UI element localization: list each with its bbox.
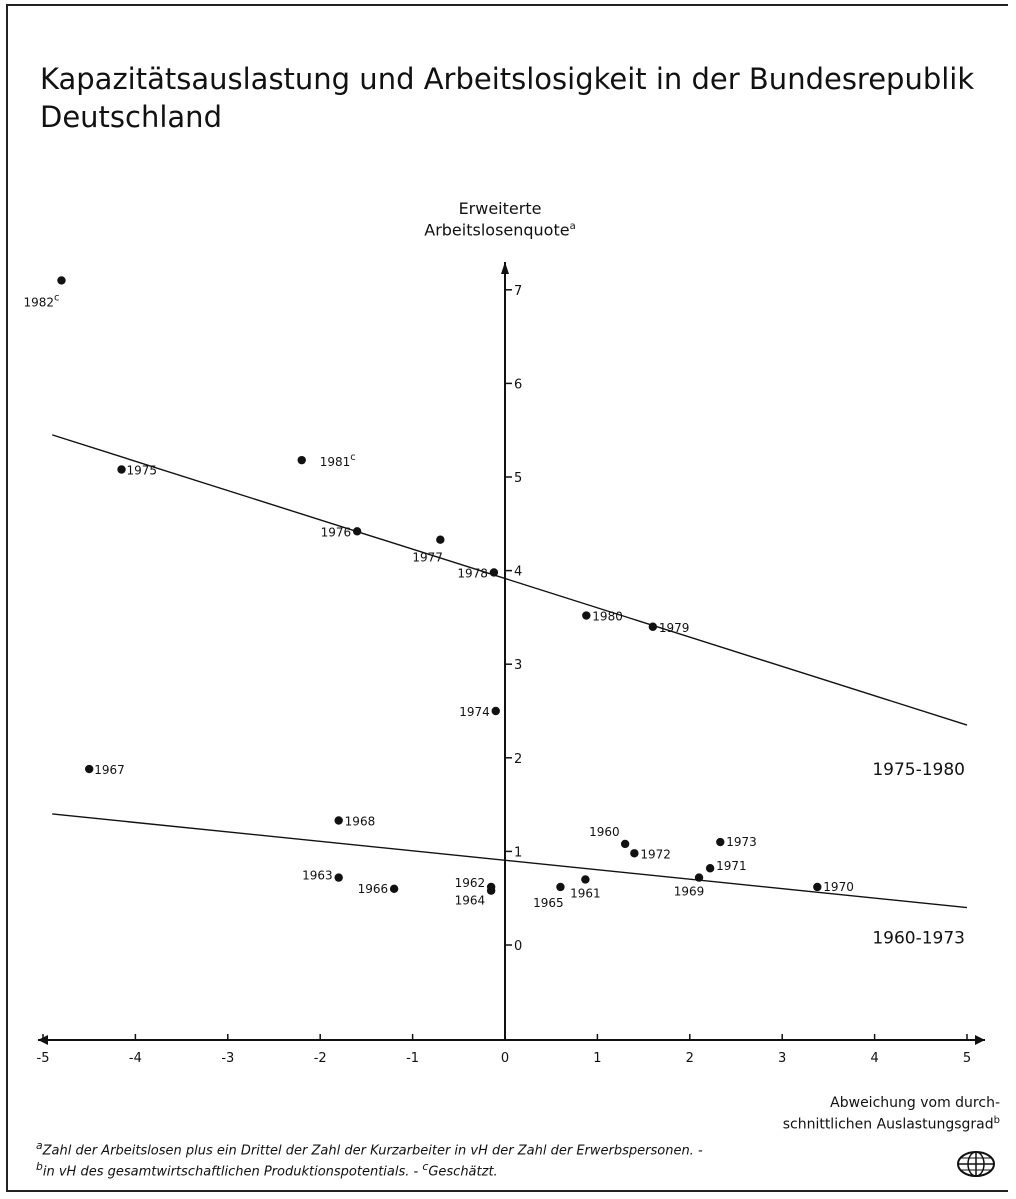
- footnotes: aZahl der Arbeitslosen plus ein Drittel …: [36, 1138, 936, 1181]
- x-tick-label: 2: [686, 1051, 694, 1066]
- regression-lines: 1975-1980 1960-1973: [52, 434, 968, 949]
- y-axis-label-text: Arbeitslosenquote: [424, 220, 570, 240]
- y-axis-label-line2: Arbeitslosenquotea: [380, 218, 620, 239]
- data-point: [489, 568, 499, 577]
- data-point-label: 1960: [589, 825, 620, 839]
- regression-line: [52, 813, 968, 909]
- x-axis-label-line1: Abweichung vom durch-: [830, 1095, 1000, 1111]
- data-points: 1960 1961 1962 1963 1964 1965 1966 1967 1968 1969…: [23, 276, 854, 910]
- data-point-label: 1970: [823, 880, 854, 894]
- footnote-a-mark: a: [36, 1139, 43, 1152]
- y-tick-label: 4: [514, 565, 522, 580]
- data-point-label: 1982c: [23, 292, 59, 309]
- y-axis-footnote-mark: a: [569, 221, 576, 232]
- x-axis-footnote-mark: b: [993, 1115, 1000, 1126]
- y-tick-label: 3: [514, 658, 522, 673]
- data-point-label: 1976: [321, 525, 352, 539]
- footnote-b-text: in vH des gesamtwirtschaftlichen Produkt…: [42, 1164, 419, 1180]
- data-point: [705, 864, 715, 873]
- data-point-label: 1961: [570, 886, 601, 900]
- y-tick-label: 0: [514, 939, 522, 954]
- data-point-label: 1971: [716, 859, 747, 873]
- data-point: [630, 849, 639, 858]
- data-point-label: 1962: [455, 876, 486, 890]
- y-tick-label: 7: [514, 284, 522, 299]
- data-point: [85, 764, 94, 774]
- x-tick-label: -3: [221, 1051, 234, 1066]
- data-point-label: 1967: [94, 763, 125, 777]
- data-point: [334, 816, 343, 825]
- x-axis-label: Abweichung vom durch- schnittlichen Ausl…: [700, 1094, 1000, 1134]
- data-point: [556, 882, 565, 892]
- data-point: [389, 884, 399, 894]
- regression-line-label: 1960-1973: [872, 929, 965, 949]
- x-tick-label: -5: [37, 1051, 50, 1066]
- data-point: [297, 455, 306, 465]
- x-tick-label: -4: [129, 1051, 142, 1066]
- data-point: [648, 622, 658, 631]
- data-point-label: 1968: [345, 815, 376, 829]
- y-tick-label: 2: [514, 752, 522, 767]
- y-axis-arrow: [501, 262, 509, 274]
- data-point: [57, 276, 66, 285]
- x-tick-label: 3: [778, 1051, 786, 1066]
- data-point-label: 1969: [674, 885, 705, 899]
- data-point: [620, 839, 630, 849]
- axes: -5 -4 -3 -2 -1 0 1 2 3 4 5 0 1 2 3 4 5 6 7: [37, 262, 985, 1066]
- footnote-b-c: bin vH des gesamtwirtschaftlichen Produk…: [36, 1159, 936, 1180]
- footnote-a-text: Zahl der Arbeitslosen plus ein Drittel d…: [42, 1143, 703, 1159]
- footnote-c-text: Geschätzt.: [428, 1164, 498, 1180]
- data-point-label: 1972: [640, 847, 671, 861]
- y-axis-label-line1: Erweiterte: [458, 199, 542, 218]
- figure-frame: [6, 4, 1008, 1192]
- y-tick-label: 5: [514, 471, 522, 486]
- data-point-label: 1964: [455, 894, 486, 908]
- regression-line-label: 1975-1980: [872, 760, 965, 780]
- data-point: [352, 527, 362, 536]
- data-point-label: 1980: [592, 610, 623, 624]
- chart-title: Kapazitätsauslastung und Arbeitslosigkei…: [40, 62, 975, 134]
- data-point-label: 1979: [659, 621, 690, 635]
- institute-globe-logo-icon: [957, 1151, 995, 1177]
- data-point: [582, 611, 591, 620]
- data-point-footnote-mark: c: [54, 292, 60, 303]
- x-tick-label: 0: [501, 1051, 509, 1066]
- x-tick-label: 1: [593, 1051, 601, 1066]
- data-point: [486, 886, 496, 895]
- data-point: [581, 875, 590, 884]
- data-point: [716, 837, 725, 847]
- x-axis-label-line2: schnittlichen Auslastungsgradb: [700, 1112, 1000, 1134]
- x-tick-label: -2: [314, 1051, 327, 1066]
- y-tick-label: 6: [514, 377, 522, 392]
- footnote-b-mark: b: [36, 1160, 43, 1174]
- data-point-label: 1965: [533, 896, 564, 910]
- x-axis-label-text: schnittlichen Auslastungsgrad: [782, 1116, 994, 1133]
- data-point-label: 1963: [302, 869, 333, 883]
- x-axis-arrow: [975, 1035, 985, 1045]
- data-point-footnote-mark: c: [350, 452, 356, 463]
- data-point-label: 1974: [459, 705, 490, 719]
- data-point: [694, 873, 704, 882]
- data-point: [436, 535, 445, 544]
- data-point-label: 1973: [726, 835, 757, 849]
- footnote-c-mark: c: [422, 1160, 429, 1174]
- data-point-label: 1981c: [320, 452, 356, 469]
- y-tick-label: 1: [514, 845, 522, 860]
- data-point-label: 1977: [412, 551, 443, 565]
- data-point-label: 1966: [358, 882, 389, 896]
- data-point-label: 1978: [457, 566, 488, 580]
- x-tick-label: -1: [406, 1051, 419, 1066]
- x-tick-label: 4: [870, 1051, 878, 1066]
- data-point: [491, 706, 500, 716]
- y-axis-label: Erweiterte Arbeitslosenquotea: [380, 200, 620, 239]
- data-point: [117, 465, 126, 474]
- data-point-label: 1975: [127, 464, 158, 478]
- footnote-a: aZahl der Arbeitslosen plus ein Drittel …: [36, 1138, 936, 1159]
- data-point: [813, 882, 822, 892]
- regression-line: [52, 434, 968, 726]
- data-point: [334, 873, 343, 882]
- x-tick-label: 5: [963, 1051, 971, 1066]
